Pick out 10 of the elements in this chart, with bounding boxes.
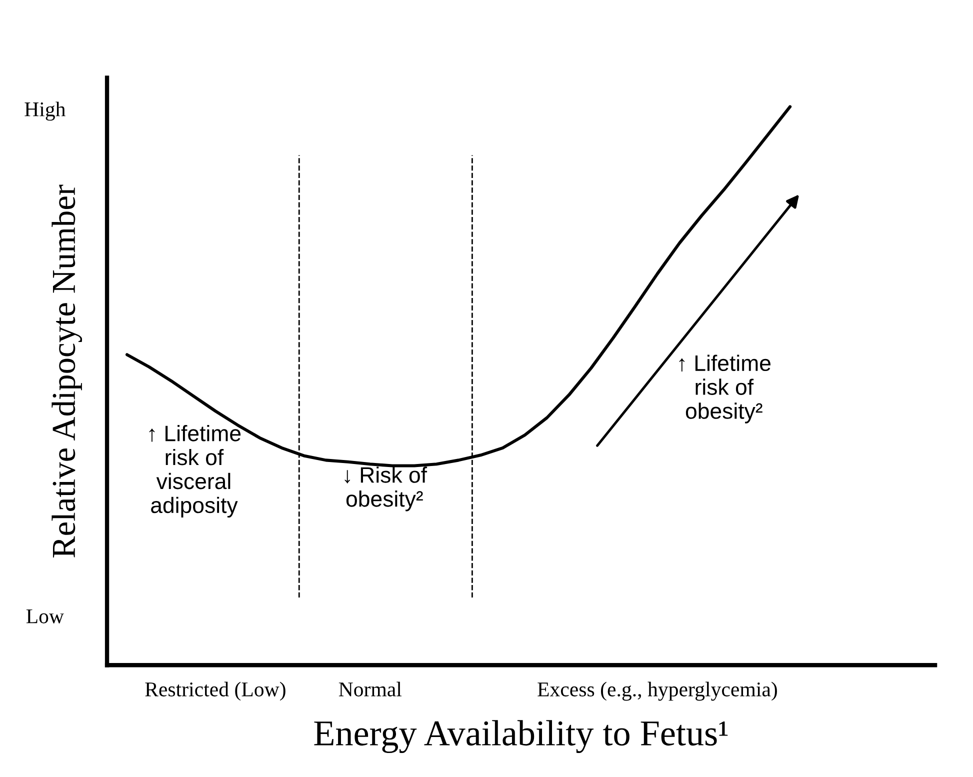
x-axis-title: Energy Availability to Fetus¹ <box>314 720 728 754</box>
text: Low <box>26 609 64 624</box>
x-tick-label: Restricted (Low) <box>145 682 286 701</box>
annotation: ↑ Lifetime risk of obesity² <box>679 354 770 424</box>
x-tick-label: Excess (e.g., hyperglycemia) <box>538 682 777 701</box>
y-axis-title: Relative Adipocyte Number <box>52 184 82 558</box>
annotation: ↑ Lifetime risk of visceral adiposity <box>149 425 241 518</box>
annotation: ↓ Risk of obesity² <box>344 466 428 512</box>
text: High <box>24 102 66 121</box>
x-tick-label: Normal <box>338 682 402 696</box>
